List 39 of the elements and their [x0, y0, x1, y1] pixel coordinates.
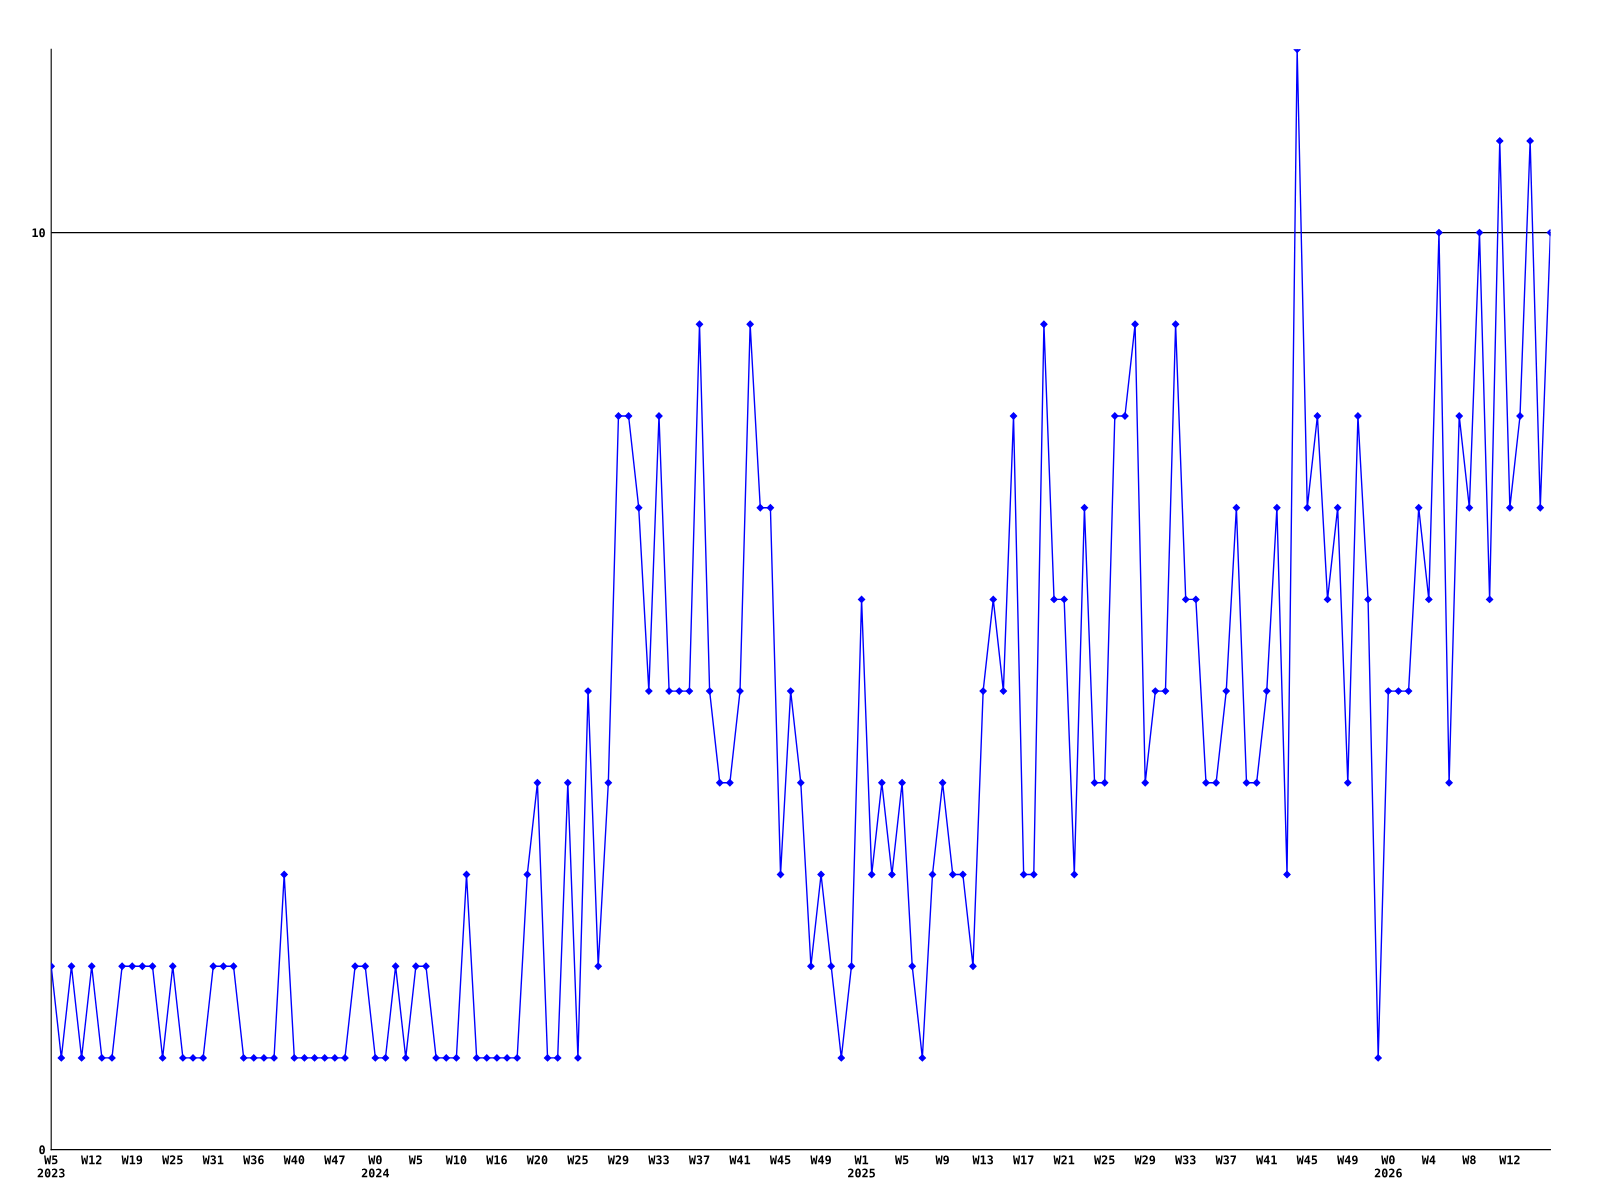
x-tick-label: W13	[972, 1155, 994, 1165]
x-tick-label: W10	[445, 1155, 467, 1165]
x-tick-label: W41	[729, 1155, 751, 1165]
x-tick-label: W29	[607, 1155, 629, 1165]
x-tick-label: W16	[486, 1155, 507, 1165]
x-tick-label: W19	[121, 1155, 143, 1165]
y-tick-label: 0	[39, 1145, 45, 1155]
x-tick-label: W37	[688, 1155, 710, 1165]
x-tick-label: W5	[408, 1155, 423, 1165]
x-tick-label: W45	[1296, 1155, 1318, 1165]
x-tick-label: W5	[894, 1155, 909, 1165]
x-tick-label: W4	[1421, 1155, 1436, 1165]
x-tick-label: W20	[526, 1155, 548, 1165]
x-tick-label: W47	[324, 1155, 345, 1165]
x-tick-label: W9	[935, 1155, 949, 1165]
x-tick-label: W41	[1256, 1155, 1277, 1165]
x-tick-label: W33	[648, 1155, 669, 1165]
x-tick-label: W49	[1337, 1155, 1358, 1165]
x-tick-label: W25	[1094, 1155, 1115, 1165]
x-tick-label: W36	[243, 1155, 264, 1165]
x-tick-label: W1 2025	[848, 1155, 875, 1178]
x-tick-label: W25	[567, 1155, 588, 1165]
x-tick-label: W21	[1053, 1155, 1075, 1165]
x-tick-label: W45	[769, 1155, 791, 1165]
x-tick-label: W40	[283, 1155, 305, 1165]
x-tick-label: W31	[202, 1155, 224, 1165]
x-tick-label: W25	[162, 1155, 183, 1165]
x-tick-label: W0 2026	[1374, 1155, 1402, 1178]
x-tick-label: W17	[1012, 1155, 1034, 1165]
x-tick-label: W0 2024	[361, 1155, 390, 1178]
x-tick-label: W29	[1134, 1155, 1156, 1165]
x-tick-label: W12	[1499, 1155, 1520, 1165]
x-tick-label: W8	[1462, 1155, 1476, 1165]
x-tick-label: W33	[1175, 1155, 1196, 1165]
x-tick-label: W5 2023	[37, 1155, 65, 1178]
x-tick-label: W37	[1215, 1155, 1237, 1165]
x-tick-label: W49	[810, 1155, 831, 1165]
y-tick-label: 10	[32, 228, 45, 238]
x-tick-label: W12	[81, 1155, 102, 1165]
